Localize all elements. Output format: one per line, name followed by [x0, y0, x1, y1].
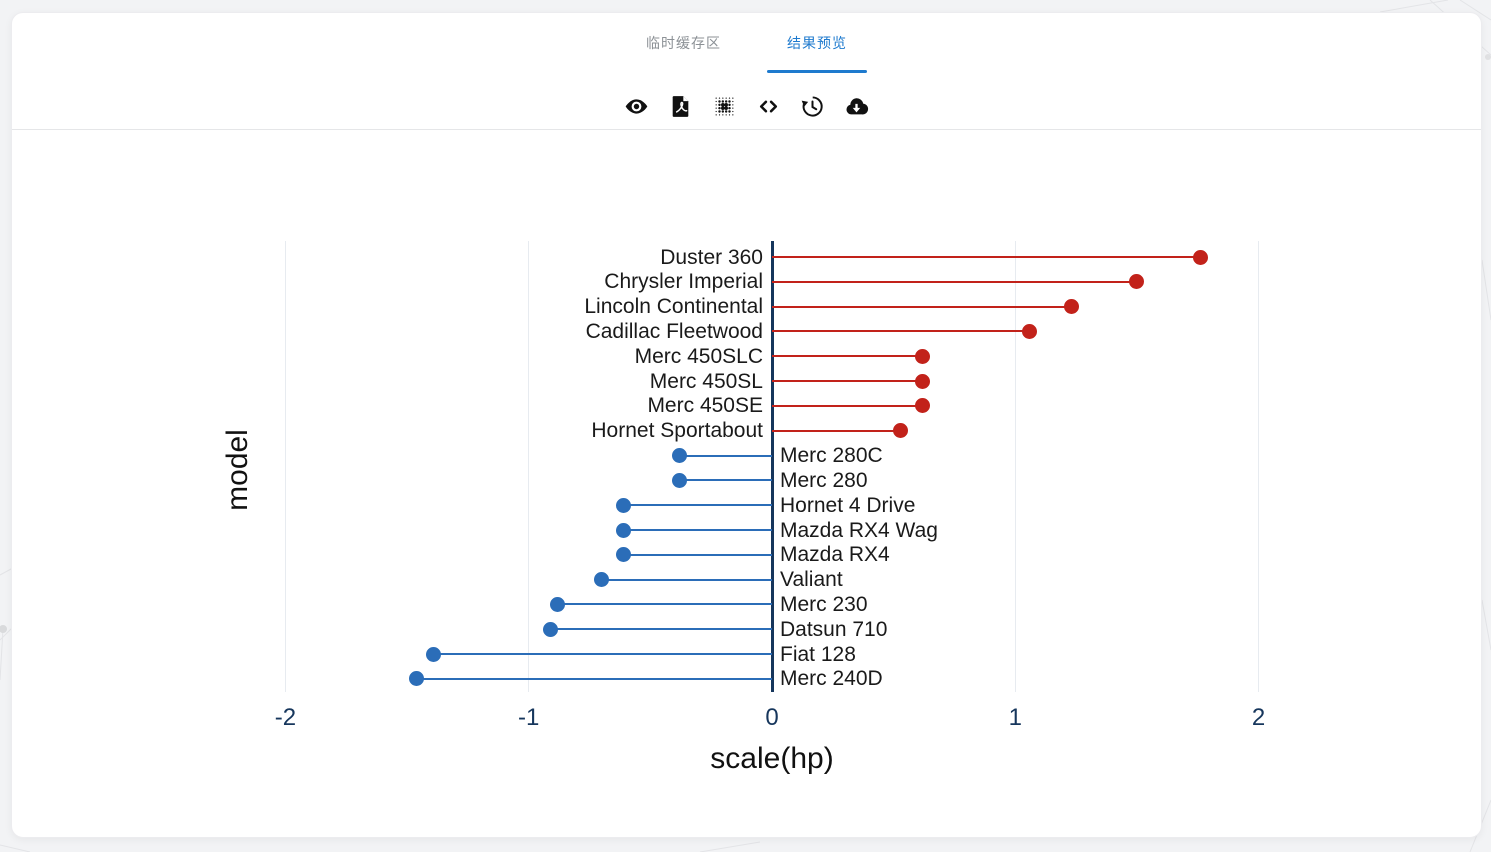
lollipop-dot [1063, 299, 1079, 315]
lollipop-stem [601, 578, 772, 581]
category-label: Chrysler Imperial [604, 270, 763, 294]
lollipop-stem [550, 628, 772, 631]
category-label: Merc 450SLC [634, 344, 763, 368]
lollipop-stem [679, 479, 772, 482]
x-gridline [1258, 241, 1260, 692]
lollipop-stem [772, 330, 1030, 333]
lollipop-stem [416, 677, 772, 680]
lollipop-stem [623, 504, 772, 507]
tab-result-preview[interactable]: 结果预览 [767, 20, 867, 73]
preview-toolbar [12, 93, 1481, 119]
category-label: Fiat 128 [780, 642, 856, 666]
x-tick-label: 2 [1251, 704, 1266, 731]
y-axis-title: model [221, 429, 254, 511]
lollipop-dot [616, 522, 632, 538]
category-label: Datsun 710 [780, 617, 888, 641]
dot-grid-button[interactable] [712, 93, 738, 119]
lollipop-chart: model scale(hp) -2 -1 0 1 2 Duster 360 Chrysle… [12, 13, 1481, 837]
lollipop-dot [672, 448, 688, 464]
lollipop-stem [772, 404, 923, 407]
category-label: Merc 450SL [649, 369, 763, 393]
lollipop-dot [1192, 249, 1208, 265]
category-label: Merc 450SE [647, 394, 763, 418]
category-label: Duster 360 [660, 245, 763, 269]
lollipop-dot [426, 646, 442, 662]
category-label: Lincoln Continental [584, 295, 763, 319]
download-button[interactable] [844, 93, 870, 119]
lollipop-stem [623, 553, 772, 556]
lollipop-stem [433, 653, 772, 656]
code-brackets-icon [759, 100, 778, 112]
category-label: Cadillac Fleetwood [585, 319, 763, 343]
lollipop-dot [616, 497, 632, 513]
lollipop-dot [1129, 274, 1145, 290]
category-label: Merc 230 [780, 592, 868, 616]
x-gridline [284, 241, 286, 692]
lollipop-dot [1022, 323, 1038, 339]
category-label: Hornet 4 Drive [780, 493, 916, 517]
tab-temp-buffer[interactable]: 临时缓存区 [626, 20, 741, 73]
dot-grid-icon [715, 97, 734, 115]
toolbar-divider [12, 129, 1481, 130]
x-tick-label: 1 [1008, 704, 1022, 731]
x-gridline [1014, 241, 1016, 692]
view-code-button[interactable] [756, 93, 782, 119]
lollipop-stem [772, 280, 1137, 283]
lollipop-dot [893, 423, 909, 439]
pdf-file-icon [672, 95, 689, 117]
category-label: Merc 280C [780, 444, 883, 468]
lollipop-dot [594, 572, 610, 588]
category-label: Hornet Sportabout [591, 419, 763, 443]
category-label: Merc 280 [780, 468, 868, 492]
x-tick-label: -2 [274, 704, 297, 731]
export-pdf-button[interactable] [668, 93, 694, 119]
x-tick-label: -1 [518, 704, 540, 731]
lollipop-dot [915, 373, 931, 389]
tab-bar: 临时缓存区 结果预览 [12, 13, 1481, 73]
eye-icon [625, 98, 648, 114]
lollipop-dot [550, 596, 566, 612]
lollipop-dot [915, 398, 931, 414]
lollipop-stem [772, 305, 1072, 308]
cloud-download-icon [846, 97, 869, 114]
lollipop-stem [623, 529, 772, 532]
category-label: Merc 240D [780, 667, 883, 691]
preview-card: 临时缓存区 结果预览 [11, 12, 1482, 838]
lollipop-stem [557, 603, 772, 606]
lollipop-dot [672, 472, 688, 488]
lollipop-dot [616, 547, 632, 563]
category-label: Mazda RX4 [780, 543, 890, 567]
eye-preview-button[interactable] [624, 93, 650, 119]
x-tick-label: 0 [765, 704, 779, 731]
history-clock-icon [801, 95, 823, 117]
x-axis-title: scale(hp) [710, 742, 834, 775]
lollipop-stem [679, 454, 772, 457]
category-label: Mazda RX4 Wag [780, 518, 938, 542]
category-label: Valiant [780, 568, 843, 592]
lollipop-stem [772, 355, 923, 358]
zero-axis-line [770, 241, 774, 692]
lollipop-dot [409, 671, 425, 687]
lollipop-stem [772, 429, 901, 432]
lollipop-stem [772, 380, 923, 383]
lollipop-dot [543, 621, 559, 637]
lollipop-stem [772, 256, 1201, 258]
lollipop-dot [915, 348, 931, 364]
history-button[interactable] [800, 93, 826, 119]
x-gridline [528, 241, 530, 692]
